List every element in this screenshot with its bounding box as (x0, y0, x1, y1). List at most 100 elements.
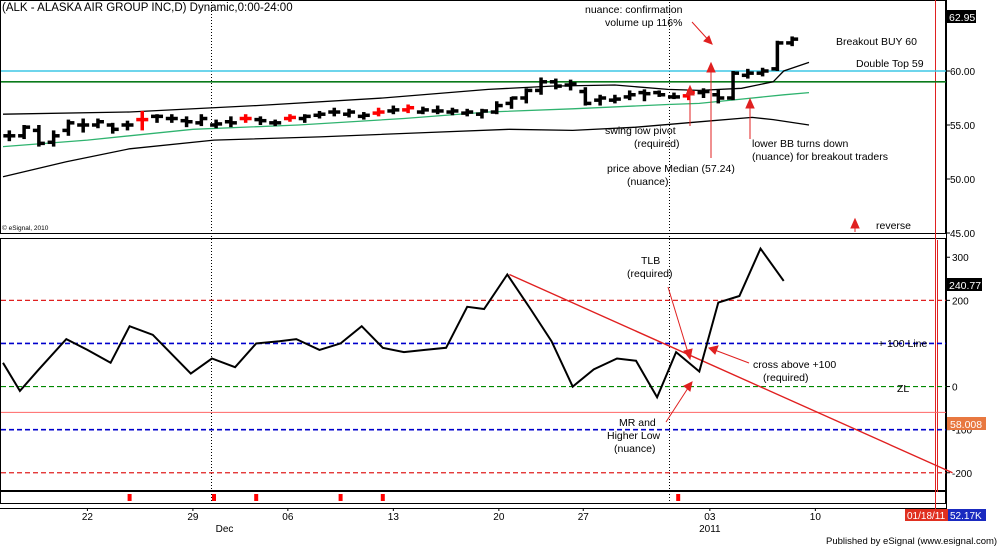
price-bar (328, 107, 341, 117)
price-last-tag-text: 62.95 (949, 12, 975, 24)
price-tick-label: 60.00 (950, 67, 975, 78)
signal-mark (676, 494, 681, 501)
price-bar (298, 114, 311, 123)
annotation-swing-low-2: (required) (634, 138, 680, 150)
price-bar (520, 88, 533, 104)
annotation-lower-bb-1: lower BB turns down (752, 138, 848, 150)
arrow-tlb (667, 286, 690, 357)
price-bar (727, 71, 740, 101)
price-bar (387, 105, 400, 115)
annotation-confirmation-1: nuance: confirmation (585, 4, 683, 16)
cci-tick-label: -100 (952, 426, 972, 437)
price-bar (446, 107, 459, 116)
price-bar (47, 130, 60, 147)
price-bar (667, 92, 680, 100)
middle-band (2, 91, 810, 148)
signal-mark (212, 494, 216, 501)
price-panel-frame (0, 0, 946, 234)
price-bar (121, 120, 134, 131)
arrow-cross (711, 348, 750, 364)
price-bar (608, 94, 621, 104)
price-bar (579, 87, 592, 106)
price-bar (165, 114, 178, 123)
annotation-cross-1: cross above +100 (753, 359, 836, 371)
zl-label: ZL (897, 383, 909, 395)
price-bar (62, 119, 75, 136)
price-tick-label: 50.00 (950, 175, 975, 186)
plus100-label: + 100 Line (878, 338, 927, 350)
price-bars (3, 36, 799, 147)
cci-last-tag-text: 240.77 (949, 280, 981, 292)
price-bar (756, 67, 769, 77)
price-bar (416, 106, 429, 115)
annotation-mr-1: MR and (619, 417, 656, 429)
cci-last-tag: 240.77 (947, 278, 982, 292)
arrow-reverse-head (850, 217, 860, 229)
price-bar (180, 116, 193, 128)
cci-levels (1, 299, 946, 474)
annotation-lower-bb-2: (nuance) for breakout traders (752, 151, 888, 163)
annotation-median-1: price above Median (57.24) (607, 163, 735, 175)
price-bar (32, 125, 45, 147)
chart-title: (ALK - ALASKA AIR GROUP INC,D) Dynamic,0… (2, 2, 293, 14)
volume-tag-text: 52.17K (950, 511, 982, 522)
price-bar (239, 114, 252, 123)
price-bar (357, 112, 370, 120)
cci-tick-label: -200 (952, 469, 972, 480)
date-tag-text: 01/18/11 (907, 511, 946, 522)
price-lines (1, 61, 946, 178)
price-bar (195, 114, 208, 127)
x-tick-label: 03 (704, 512, 716, 523)
cci-level-tag-text: 58.008 (950, 419, 982, 431)
cci-tick-label: 0 (952, 383, 958, 394)
cci-panel-frame (0, 238, 946, 491)
cci-line (2, 246, 785, 400)
signal-mark (127, 494, 132, 501)
price-bar (269, 119, 282, 127)
price-bar (91, 118, 104, 129)
arrow-mr-head (683, 381, 693, 392)
arrow-cross-head (708, 345, 719, 355)
x-axis: 22 29 06 13 20 27 03 10 Dec 2011 (82, 508, 821, 535)
signal-strip-frame (0, 491, 946, 504)
annotation-median-2: (nuance) (627, 176, 668, 188)
annotation-confirmation-2: volume up 116% (605, 17, 682, 29)
price-bar (475, 108, 488, 119)
price-bar (535, 77, 548, 95)
price-bar (210, 119, 223, 129)
annotation-mr-2: Higher Low (607, 430, 661, 442)
date-tag: 01/18/11 (905, 509, 948, 522)
cci-level-tag: 58.008 (947, 417, 986, 431)
annotation-tlb-1: TLB (641, 255, 660, 267)
arrow-median-head (706, 61, 716, 73)
price-bar (461, 108, 474, 117)
signal-marks (127, 494, 681, 501)
signal-mark (254, 494, 259, 501)
x-tick-label: 27 (578, 512, 590, 523)
published-footer-bg (820, 533, 1000, 548)
price-bar (771, 40, 784, 71)
price-bar (697, 88, 710, 98)
annotation-swing-low-1: swing low pivot (605, 125, 676, 137)
price-bar (136, 110, 149, 131)
price-bar (372, 107, 385, 117)
x-tick-label: 13 (388, 512, 400, 523)
price-bar (313, 110, 326, 119)
price-bar (594, 94, 607, 106)
cci-tick-label: 200 (952, 296, 969, 307)
price-bar (283, 114, 296, 122)
price-bar (638, 89, 651, 102)
price-last-tag: 62.95 (947, 10, 976, 24)
x-month-label: Dec (216, 524, 234, 535)
price-bar (3, 130, 16, 142)
volume-tag: 52.17K (948, 509, 986, 522)
price-bar (505, 96, 518, 109)
price-bar (653, 90, 666, 97)
cci-tick-label: 300 (952, 253, 969, 264)
price-bar (564, 79, 577, 91)
x-tick-label: 20 (493, 512, 505, 523)
arrow-mr (665, 384, 691, 423)
price-bar (490, 101, 503, 115)
x-tick-label: 06 (282, 512, 294, 523)
breakout-label: Breakout BUY 60 (836, 36, 917, 48)
